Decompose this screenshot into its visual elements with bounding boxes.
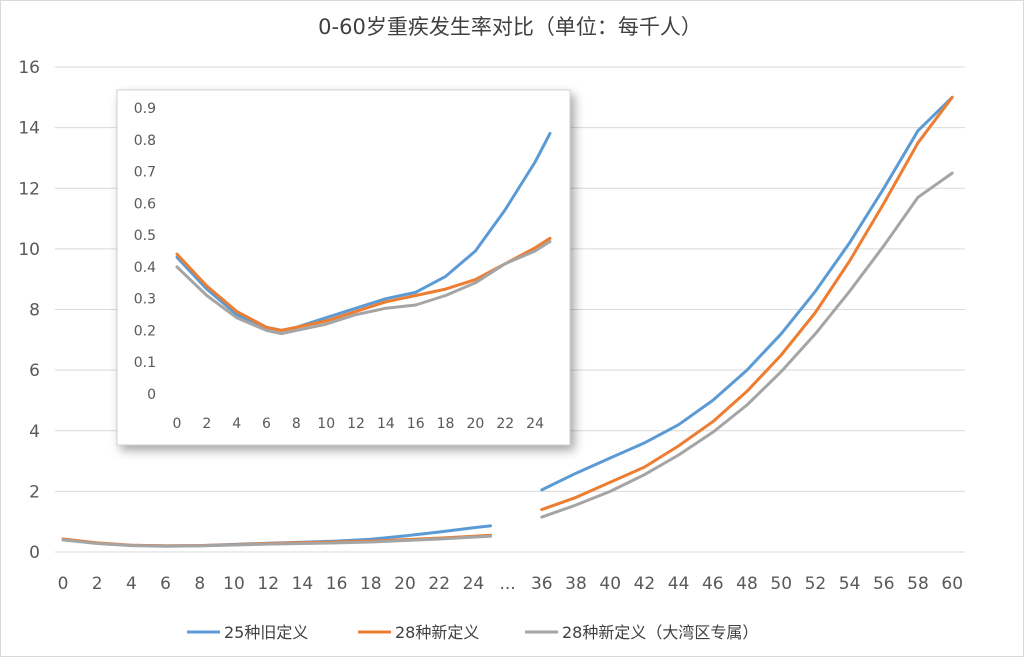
x-tick-label: 18 <box>360 574 382 594</box>
chart-legend: 25种旧定义 28种新定义 28种新定义（大湾区专属） <box>187 623 758 642</box>
inset-y-tick-label: 0.9 <box>134 101 156 117</box>
x-tick-label: 54 <box>839 574 861 594</box>
series-line-28种新定义 <box>540 95 954 512</box>
y-tick-label: 6 <box>29 361 40 381</box>
y-tick-label: 4 <box>29 422 40 442</box>
x-tick-label: 36 <box>531 574 553 594</box>
inset-y-tick-label: 0.6 <box>134 196 156 212</box>
y-tick-label: 2 <box>29 482 40 502</box>
inset-x-tick-label: 0 <box>173 416 182 432</box>
main-y-axis: 0 2 4 6 8 10 12 14 16 <box>18 58 40 563</box>
axis-break-label: ... <box>499 574 515 594</box>
inset-series-line-28种新定义（大湾区专属） <box>175 240 552 336</box>
x-tick-label: 24 <box>463 574 485 594</box>
inset-x-tick-label: 22 <box>496 416 514 432</box>
x-tick-label: 20 <box>394 574 416 594</box>
inset-x-tick-label: 8 <box>292 416 301 432</box>
inset-y-tick-label: 0.8 <box>134 133 156 149</box>
inset-x-tick-label: 24 <box>526 416 544 432</box>
main-plot-lines <box>61 95 954 548</box>
inset-y-axis: 0 0.1 0.2 0.3 0.4 0.5 0.6 0.7 0.8 0.9 <box>134 101 156 403</box>
x-tick-label: 2 <box>92 574 103 594</box>
inset-y-tick-label: 0.3 <box>134 292 156 308</box>
x-tick-label: 4 <box>126 574 137 594</box>
x-tick-label: 40 <box>599 574 621 594</box>
x-tick-label: 6 <box>160 574 171 594</box>
main-x-axis: 0 2 4 6 8 10 12 14 16 18 20 22 24... 36 38 40 42 44 46 48 50… <box>58 574 963 594</box>
inset-x-tick-label: 16 <box>407 416 425 432</box>
x-tick-label: 22 <box>428 574 450 594</box>
x-tick-label: 42 <box>634 574 656 594</box>
x-tick-label: 60 <box>941 574 963 594</box>
x-tick-label: 0 <box>58 574 69 594</box>
x-tick-label: 58 <box>907 574 929 594</box>
x-tick-label: 46 <box>702 574 724 594</box>
y-tick-label: 0 <box>29 543 40 563</box>
inset-x-tick-label: 14 <box>377 416 395 432</box>
x-tick-label: 16 <box>326 574 348 594</box>
legend-entry-label: 28种新定义 <box>395 623 479 642</box>
y-tick-label: 16 <box>18 58 40 78</box>
inset-x-tick-label: 4 <box>232 416 241 432</box>
y-tick-label: 14 <box>18 119 40 139</box>
x-tick-label: 10 <box>223 574 245 594</box>
x-tick-label: 52 <box>805 574 827 594</box>
y-tick-label: 10 <box>18 240 40 260</box>
series-line-28种新定义（大湾区专属） <box>540 171 954 519</box>
inset-y-tick-label: 0 <box>147 387 156 403</box>
inset-x-tick-label: 18 <box>437 416 455 432</box>
series-line-25种旧定义 <box>540 95 954 492</box>
y-tick-label: 8 <box>29 301 40 321</box>
x-tick-label: 48 <box>736 574 758 594</box>
y-tick-label: 12 <box>18 179 40 199</box>
inset-series-line-25种旧定义 <box>175 131 552 332</box>
inset-y-tick-label: 0.7 <box>134 165 156 181</box>
inset-x-tick-label: 10 <box>317 416 335 432</box>
series-line-28种新定义（大湾区专属） <box>61 534 492 548</box>
legend-entry-label: 28种新定义（大湾区专属） <box>562 623 758 642</box>
x-tick-label: 38 <box>565 574 587 594</box>
inset-x-tick-label: 2 <box>202 416 211 432</box>
x-tick-label: 56 <box>873 574 895 594</box>
x-tick-label: 44 <box>668 574 690 594</box>
inset-x-tick-label: 6 <box>262 416 271 432</box>
inset-y-tick-label: 0.4 <box>134 260 156 276</box>
inset-y-tick-label: 0.5 <box>134 228 156 244</box>
inset-panel <box>116 89 571 446</box>
inset-plot-lines <box>175 131 552 336</box>
x-tick-label: 8 <box>194 574 205 594</box>
chart-title: 0-60岁重疾发生率对比（单位：每千人） <box>318 15 702 39</box>
inset-chart: 00.10.20.30.40.50.60.70.80.9 0 2 4 6 8 10 12 14… <box>116 89 571 446</box>
inset-x-tick-label: 20 <box>466 416 484 432</box>
inset-x-tick-label: 12 <box>347 416 365 432</box>
inset-y-tick-label: 0.1 <box>134 355 156 371</box>
legend-entry-label: 25种旧定义 <box>224 623 308 642</box>
inset-x-axis: 0 2 4 6 8 10 12 14 16 18 20 22 24 <box>173 416 545 432</box>
x-tick-label: 14 <box>292 574 314 594</box>
x-tick-label: 50 <box>770 574 792 594</box>
inset-y-tick-label: 0.2 <box>134 323 156 339</box>
x-tick-label: 12 <box>257 574 279 594</box>
